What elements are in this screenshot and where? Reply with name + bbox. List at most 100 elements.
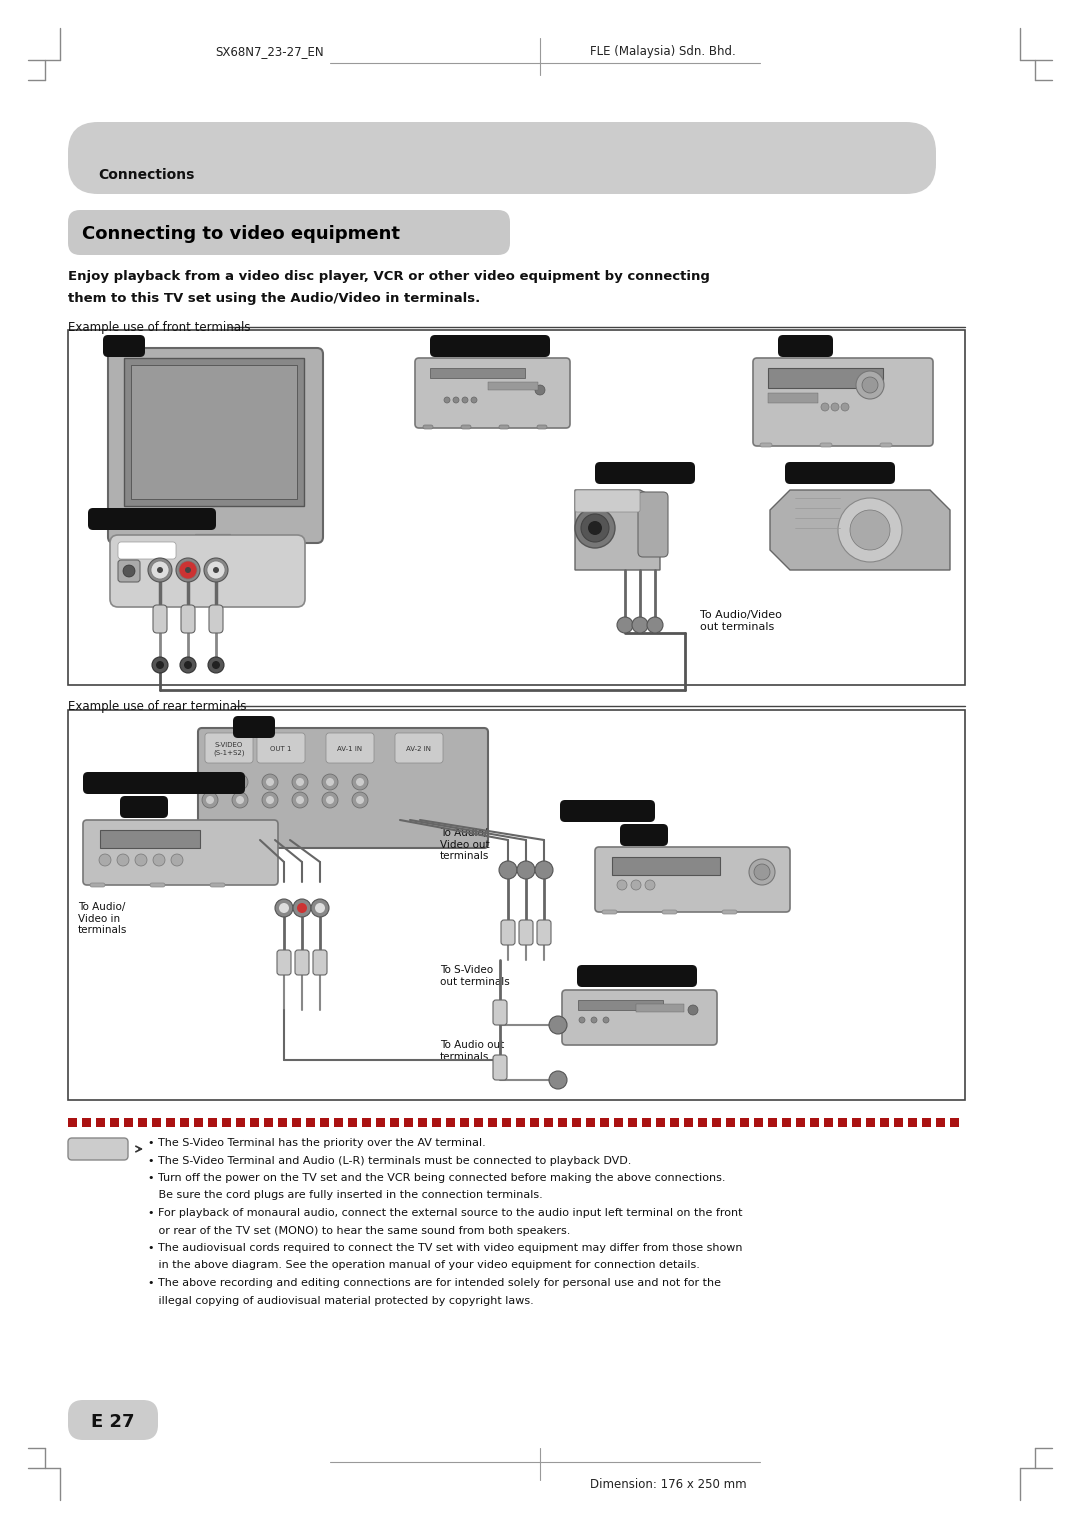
FancyBboxPatch shape bbox=[120, 796, 168, 817]
FancyBboxPatch shape bbox=[620, 824, 669, 847]
Text: For Recording and Editing: For Recording and Editing bbox=[87, 778, 241, 788]
Circle shape bbox=[275, 898, 293, 917]
Circle shape bbox=[315, 903, 325, 914]
Bar bbox=[460, 1118, 469, 1128]
Bar bbox=[446, 1118, 455, 1128]
Text: illegal copying of audiovisual material protected by copyright laws.: illegal copying of audiovisual material … bbox=[148, 1296, 534, 1305]
Circle shape bbox=[862, 377, 878, 393]
Bar bbox=[222, 1118, 231, 1128]
Bar bbox=[824, 1118, 833, 1128]
FancyBboxPatch shape bbox=[461, 425, 471, 429]
Circle shape bbox=[171, 854, 183, 866]
Bar bbox=[68, 711, 966, 1100]
Bar bbox=[627, 1118, 637, 1128]
FancyBboxPatch shape bbox=[257, 733, 305, 762]
Bar bbox=[922, 1118, 931, 1128]
FancyBboxPatch shape bbox=[595, 461, 696, 484]
Bar bbox=[68, 1118, 77, 1128]
Bar bbox=[530, 1118, 539, 1128]
Circle shape bbox=[266, 778, 274, 785]
Bar bbox=[544, 1118, 553, 1128]
FancyBboxPatch shape bbox=[519, 920, 534, 944]
Text: FLE (Malaysia) Sdn. Bhd.: FLE (Malaysia) Sdn. Bhd. bbox=[590, 46, 735, 58]
Circle shape bbox=[179, 561, 197, 579]
Circle shape bbox=[535, 385, 545, 396]
Text: VCR: VCR bbox=[130, 801, 158, 813]
Circle shape bbox=[856, 371, 885, 399]
FancyBboxPatch shape bbox=[118, 542, 176, 559]
Text: DVD Player: DVD Player bbox=[599, 969, 674, 983]
Text: OUT 1: OUT 1 bbox=[270, 746, 292, 752]
Circle shape bbox=[535, 860, 553, 879]
Circle shape bbox=[202, 792, 218, 808]
Text: To S-Video
out terminals: To S-Video out terminals bbox=[440, 966, 510, 987]
Bar bbox=[124, 358, 303, 506]
Bar bbox=[152, 1118, 161, 1128]
FancyBboxPatch shape bbox=[562, 990, 717, 1045]
Bar bbox=[612, 857, 720, 876]
Circle shape bbox=[148, 558, 172, 582]
Text: To Audio/
Video out
terminals: To Audio/ Video out terminals bbox=[440, 828, 489, 862]
Bar bbox=[768, 393, 818, 403]
Text: Be sure the cord plugs are fully inserted in the connection terminals.: Be sure the cord plugs are fully inserte… bbox=[148, 1190, 543, 1201]
Text: AV-3 IN: AV-3 IN bbox=[131, 547, 163, 556]
Circle shape bbox=[462, 397, 468, 403]
Circle shape bbox=[631, 880, 642, 889]
Circle shape bbox=[356, 778, 364, 785]
Circle shape bbox=[688, 1005, 698, 1015]
Circle shape bbox=[213, 567, 219, 573]
Bar bbox=[348, 1118, 357, 1128]
Text: AV-2 IN: AV-2 IN bbox=[406, 746, 432, 752]
Bar bbox=[670, 1118, 679, 1128]
Circle shape bbox=[296, 778, 303, 785]
Bar bbox=[894, 1118, 903, 1128]
FancyBboxPatch shape bbox=[198, 727, 488, 848]
Bar bbox=[376, 1118, 384, 1128]
Circle shape bbox=[322, 792, 338, 808]
Circle shape bbox=[232, 775, 248, 790]
Bar bbox=[936, 1118, 945, 1128]
Circle shape bbox=[180, 657, 195, 672]
Circle shape bbox=[184, 662, 192, 669]
Text: • Turn off the power on the TV set and the VCR being connected before making the: • Turn off the power on the TV set and t… bbox=[148, 1174, 726, 1183]
Bar bbox=[194, 1118, 203, 1128]
Text: Video Game: Video Game bbox=[798, 466, 882, 480]
Circle shape bbox=[831, 403, 839, 411]
Bar bbox=[636, 1004, 684, 1012]
Circle shape bbox=[152, 657, 168, 672]
Text: To Audio/
Video in
terminals: To Audio/ Video in terminals bbox=[78, 902, 127, 935]
Circle shape bbox=[293, 898, 311, 917]
Text: S-VIDEO
(S-1+S2): S-VIDEO (S-1+S2) bbox=[213, 743, 245, 756]
FancyBboxPatch shape bbox=[108, 348, 323, 542]
Circle shape bbox=[292, 792, 308, 808]
Bar bbox=[810, 1118, 819, 1128]
FancyBboxPatch shape bbox=[778, 335, 833, 358]
Circle shape bbox=[838, 498, 902, 562]
FancyBboxPatch shape bbox=[785, 461, 895, 484]
Bar bbox=[362, 1118, 372, 1128]
Bar bbox=[306, 1118, 315, 1128]
Text: For Playback: For Playback bbox=[565, 805, 649, 817]
Bar bbox=[516, 1118, 525, 1128]
FancyBboxPatch shape bbox=[103, 335, 145, 358]
Text: Connections: Connections bbox=[98, 168, 194, 182]
Bar bbox=[264, 1118, 273, 1128]
Circle shape bbox=[266, 796, 274, 804]
FancyBboxPatch shape bbox=[430, 335, 550, 358]
Bar bbox=[432, 1118, 441, 1128]
Text: • The S-Video Terminal and Audio (L-R) terminals must be connected to playback D: • The S-Video Terminal and Audio (L-R) t… bbox=[148, 1155, 632, 1166]
FancyBboxPatch shape bbox=[723, 911, 737, 914]
FancyBboxPatch shape bbox=[150, 883, 165, 886]
FancyBboxPatch shape bbox=[210, 605, 222, 633]
FancyBboxPatch shape bbox=[415, 358, 570, 428]
FancyBboxPatch shape bbox=[87, 507, 216, 530]
Text: • The audiovisual cords required to connect the TV set with video equipment may : • The audiovisual cords required to conn… bbox=[148, 1242, 743, 1253]
Bar bbox=[698, 1118, 707, 1128]
Circle shape bbox=[176, 558, 200, 582]
Bar bbox=[656, 1118, 665, 1128]
FancyBboxPatch shape bbox=[595, 847, 789, 912]
FancyBboxPatch shape bbox=[760, 443, 772, 448]
FancyBboxPatch shape bbox=[638, 492, 669, 558]
Bar bbox=[68, 330, 966, 685]
FancyBboxPatch shape bbox=[118, 559, 140, 582]
